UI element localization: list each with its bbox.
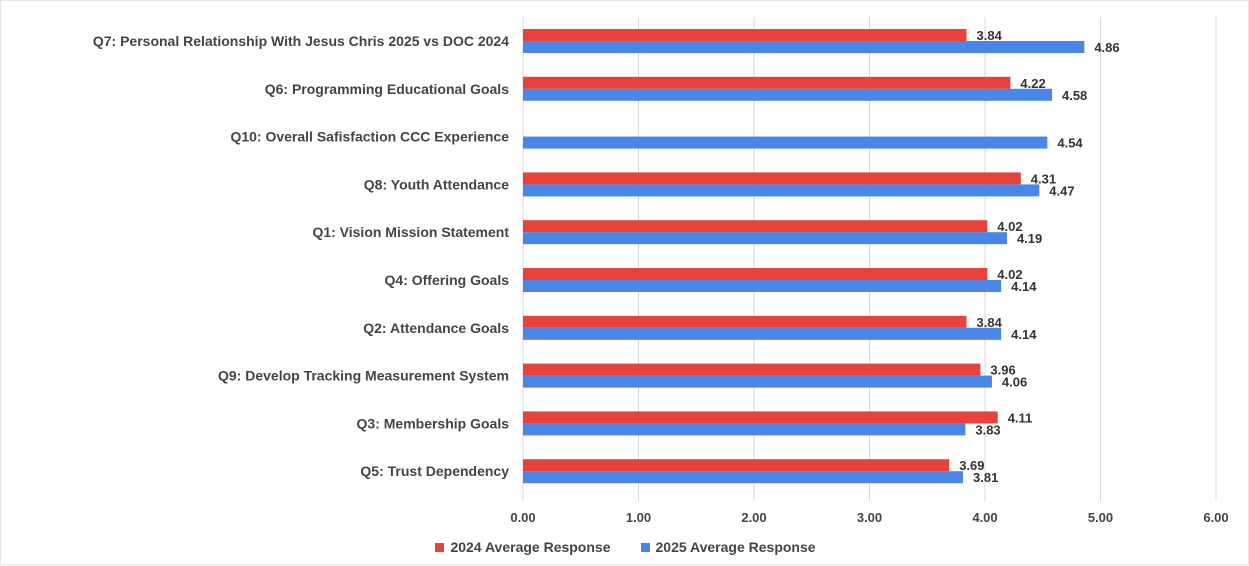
- data-label: 4.14: [1011, 279, 1037, 294]
- category-label: Q3: Membership Goals: [357, 415, 510, 431]
- bar-2024: [523, 459, 950, 472]
- data-label: 4.14: [1011, 327, 1037, 342]
- category-label: Q4: Offering Goals: [385, 272, 510, 288]
- bar-2024: [523, 220, 988, 233]
- data-label: 3.69: [959, 458, 984, 473]
- bar-2025: [523, 280, 1002, 292]
- x-tick-label: 0.00: [510, 510, 535, 525]
- data-label: 4.54: [1057, 136, 1083, 151]
- category-label: Q1: Vision Mission Statement: [312, 224, 509, 240]
- bar-2024: [523, 411, 998, 424]
- legend-swatch-2025: [640, 542, 650, 552]
- data-label: 4.11: [1008, 410, 1033, 425]
- bar-2024: [523, 172, 1021, 185]
- bar-2025: [523, 423, 966, 436]
- bar-2025: [523, 41, 1085, 53]
- data-label: 4.02: [997, 267, 1022, 282]
- data-label: 4.58: [1062, 88, 1087, 103]
- bar-2024: [523, 268, 988, 280]
- legend-label-2024: 2024 Average Response: [450, 539, 611, 555]
- bar-2025: [523, 136, 1048, 149]
- data-label: 3.84: [977, 28, 1003, 43]
- data-label: 4.22: [1020, 76, 1045, 91]
- category-label: Q7: Personal Relationship With Jesus Chr…: [93, 33, 509, 49]
- x-tick-label: 5.00: [1088, 510, 1113, 525]
- bar-2025: [523, 327, 1002, 340]
- data-label: 3.81: [973, 470, 998, 485]
- x-axis-ticks: 0.00 1.00 2.00 3.00 4.00 5.00 6.00: [510, 510, 1228, 525]
- bar-2025: [523, 184, 1040, 197]
- data-label: 3.96: [990, 363, 1015, 378]
- data-labels: 3.844.864.224.584.544.314.474.024.194.02…: [959, 28, 1119, 485]
- data-label: 4.02: [997, 219, 1022, 234]
- category-labels: Q7: Personal Relationship With Jesus Chr…: [93, 33, 509, 479]
- x-tick-label: 3.00: [857, 510, 882, 525]
- legend-label-2025: 2025 Average Response: [655, 539, 816, 555]
- data-label: 4.47: [1049, 183, 1074, 198]
- data-label: 4.19: [1017, 231, 1042, 246]
- legend: 2024 Average Response 2025 Average Respo…: [1, 539, 1249, 555]
- bar-2025: [523, 375, 992, 388]
- data-label: 4.86: [1094, 40, 1119, 55]
- bar-2025: [523, 471, 964, 484]
- category-label: Q9: Develop Tracking Measurement System: [218, 368, 509, 384]
- legend-swatch-2024: [435, 542, 445, 552]
- x-tick-label: 2.00: [741, 510, 766, 525]
- x-tick-label: 1.00: [626, 510, 651, 525]
- bars: [523, 29, 1085, 484]
- legend-item-2025: 2025 Average Response: [640, 539, 816, 555]
- bar-2025: [523, 232, 1007, 245]
- bar-2025: [523, 88, 1052, 101]
- bar-2024: [523, 29, 967, 41]
- bar-2024: [523, 363, 981, 376]
- category-label: Q2: Attendance Goals: [363, 320, 509, 336]
- data-label: 4.31: [1031, 171, 1056, 186]
- data-label: 4.06: [1002, 375, 1027, 390]
- category-label: Q8: Youth Attendance: [364, 176, 509, 192]
- bar-2024: [523, 315, 967, 328]
- data-label: 3.84: [977, 315, 1003, 330]
- category-label: Q5: Trust Dependency: [360, 463, 509, 479]
- x-tick-label: 6.00: [1203, 510, 1228, 525]
- data-label: 3.83: [975, 422, 1000, 437]
- x-tick-label: 4.00: [972, 510, 997, 525]
- category-label: Q6: Programming Educational Goals: [265, 81, 509, 97]
- bar-2024: [523, 76, 1011, 89]
- legend-item-2024: 2024 Average Response: [435, 539, 611, 555]
- category-label: Q10: Overall Safisfaction CCC Experience: [230, 129, 509, 145]
